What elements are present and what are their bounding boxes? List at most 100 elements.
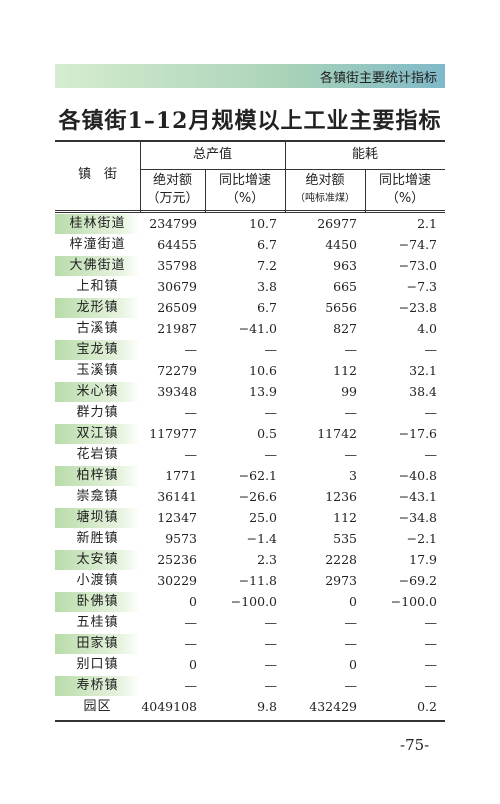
table-cell: — bbox=[264, 657, 278, 672]
table-cell: 827 bbox=[333, 321, 357, 336]
table-cell: 0.2 bbox=[417, 699, 437, 714]
table-cell: — bbox=[344, 678, 358, 693]
rule bbox=[285, 140, 286, 212]
table-cell: −17.6 bbox=[398, 426, 437, 441]
table-cell: 112 bbox=[333, 363, 357, 378]
table-cell: 1771 bbox=[165, 468, 197, 483]
table-cell: 38.4 bbox=[409, 384, 437, 399]
table-cell: — bbox=[184, 615, 198, 630]
table-cell: 21987 bbox=[157, 321, 197, 336]
table-cell: 9573 bbox=[165, 531, 197, 546]
table-cell: — bbox=[184, 447, 198, 462]
row-name: 桂林街道 bbox=[55, 214, 140, 234]
table-cell: 25.0 bbox=[249, 510, 277, 525]
row-name: 寿桥镇 bbox=[55, 676, 140, 696]
row-name: 塘坝镇 bbox=[55, 508, 140, 528]
table-cell: 9.8 bbox=[257, 699, 277, 714]
row-name: 太安镇 bbox=[55, 550, 140, 570]
table-cell: 1236 bbox=[325, 489, 357, 504]
table-cell: −23.8 bbox=[398, 300, 437, 315]
table-cell: — bbox=[424, 405, 438, 420]
row-name: 玉溪镇 bbox=[76, 363, 119, 378]
table-cell: −1.4 bbox=[246, 531, 277, 546]
row-name: 新胜镇 bbox=[76, 531, 119, 546]
table-cell: −2.1 bbox=[406, 531, 437, 546]
table-cell: 4450 bbox=[325, 237, 357, 252]
table-cell: 35798 bbox=[157, 258, 197, 273]
table-cell: 3.8 bbox=[257, 279, 277, 294]
table-cell: 39348 bbox=[157, 384, 197, 399]
table-cell: — bbox=[344, 615, 358, 630]
section-title: 各镇街主要统计指标 bbox=[319, 71, 437, 86]
row-name: 园区 bbox=[83, 699, 112, 714]
table-cell: — bbox=[424, 342, 438, 357]
table-cell: — bbox=[264, 678, 278, 693]
table-cell: 234799 bbox=[149, 216, 197, 231]
rule bbox=[365, 169, 366, 212]
table-cell: 26977 bbox=[317, 216, 357, 231]
table-cell: — bbox=[184, 342, 198, 357]
table-cell: 17.9 bbox=[409, 552, 437, 567]
row-name: 古溪镇 bbox=[76, 321, 119, 336]
table-cell: — bbox=[344, 447, 358, 462]
corner-header: 镇 街 bbox=[77, 167, 117, 182]
table-cell: −69.2 bbox=[398, 573, 437, 588]
table-cell: 0 bbox=[349, 657, 357, 672]
table-cell: 535 bbox=[333, 531, 357, 546]
row-name: 群力镇 bbox=[76, 405, 119, 420]
table-cell: 665 bbox=[333, 279, 357, 294]
group-header: 能耗 bbox=[351, 147, 378, 162]
table-cell: −62.1 bbox=[238, 468, 277, 483]
row-name: 柏梓镇 bbox=[55, 466, 140, 486]
section-band: 各镇街主要统计指标 bbox=[55, 64, 445, 88]
table-cell: −74.7 bbox=[398, 237, 437, 252]
table-cell: 32.1 bbox=[409, 363, 437, 378]
rule bbox=[140, 169, 445, 170]
table-cell: 2228 bbox=[325, 552, 357, 567]
table-cell: 99 bbox=[341, 384, 357, 399]
table-cell: 25236 bbox=[157, 552, 197, 567]
sub-header: 同比增速 bbox=[378, 173, 431, 188]
row-name: 双江镇 bbox=[55, 424, 140, 444]
title: 各镇街1–12月规模以上工业主要指标 bbox=[58, 108, 442, 134]
rule bbox=[55, 720, 445, 722]
table-cell: — bbox=[184, 405, 198, 420]
table-cell: — bbox=[264, 615, 278, 630]
sub-header: （%） bbox=[225, 191, 265, 206]
table-cell: −34.8 bbox=[398, 510, 437, 525]
table-cell: — bbox=[344, 405, 358, 420]
sub-header: （万元） bbox=[146, 191, 199, 206]
table-cell: −40.8 bbox=[398, 468, 437, 483]
table-cell: 4049108 bbox=[141, 699, 197, 714]
table-cell: — bbox=[264, 342, 278, 357]
table-cell: — bbox=[424, 657, 438, 672]
row-name: 大佛街道 bbox=[55, 256, 140, 276]
table-cell: 432429 bbox=[309, 699, 357, 714]
row-name: 米心镇 bbox=[55, 382, 140, 402]
table-cell: 7.2 bbox=[257, 258, 277, 273]
table-cell: −100.0 bbox=[390, 594, 437, 609]
table-cell: 3 bbox=[349, 468, 357, 483]
table-cell: 72279 bbox=[157, 363, 197, 378]
sub-header: 同比增速 bbox=[218, 173, 271, 188]
row-name: 小渡镇 bbox=[76, 573, 119, 588]
rule bbox=[55, 210, 445, 211]
table-cell: −11.8 bbox=[238, 573, 277, 588]
table-cell: — bbox=[264, 636, 278, 651]
rule bbox=[140, 140, 141, 212]
row-name: 宝龙镇 bbox=[55, 340, 140, 360]
table-cell: 5656 bbox=[325, 300, 357, 315]
table-cell: 64455 bbox=[157, 237, 197, 252]
rule bbox=[205, 169, 206, 212]
table-cell: 30229 bbox=[157, 573, 197, 588]
table-cell: — bbox=[184, 678, 198, 693]
table-cell: −100.0 bbox=[230, 594, 277, 609]
sub-header: （吨标准煤） bbox=[295, 193, 355, 204]
table-cell: 0 bbox=[349, 594, 357, 609]
row-name: 崇龛镇 bbox=[76, 489, 119, 504]
table-cell: 36141 bbox=[157, 489, 197, 504]
table-cell: −43.1 bbox=[398, 489, 437, 504]
row-name: 梓潼街道 bbox=[69, 237, 126, 252]
